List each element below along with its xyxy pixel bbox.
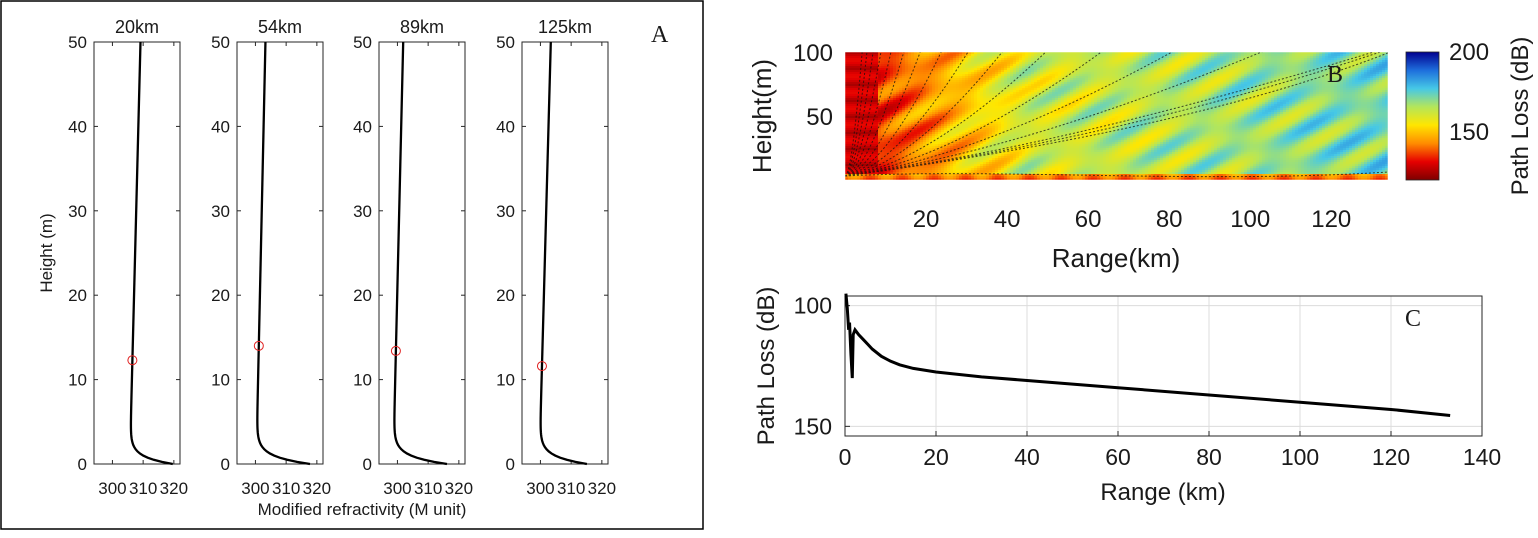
ytick-label: 30 bbox=[496, 202, 515, 221]
ytick-label: 30 bbox=[353, 202, 372, 221]
ytick-label: 0 bbox=[506, 455, 515, 474]
xtick-label: 310 bbox=[272, 479, 300, 498]
subplot-title: 54km bbox=[258, 17, 302, 37]
xtick-label: 310 bbox=[557, 479, 585, 498]
y-axis-label: Height (m) bbox=[37, 213, 56, 292]
heatmap bbox=[845, 52, 1389, 181]
ytick-label: 40 bbox=[211, 117, 230, 136]
xtick-label: 300 bbox=[526, 479, 554, 498]
xtick-label: 320 bbox=[588, 479, 616, 498]
ytick-label: 0 bbox=[363, 455, 372, 474]
ytick-label: 10 bbox=[211, 371, 230, 390]
ytick-label: 20 bbox=[496, 286, 515, 305]
xtick-label: 310 bbox=[129, 479, 157, 498]
ytick-label: 0 bbox=[78, 455, 87, 474]
ytick-label: 30 bbox=[68, 202, 87, 221]
ytick-label: 10 bbox=[353, 371, 372, 390]
ytick-label: 10 bbox=[496, 371, 515, 390]
ytick-label: 50 bbox=[353, 33, 372, 52]
ytick-label: 20 bbox=[68, 286, 87, 305]
xtick-label: 300 bbox=[98, 479, 126, 498]
subplot-title: 20km bbox=[115, 17, 159, 37]
axes-frame-a2 bbox=[237, 42, 323, 464]
ytick-label: 20 bbox=[211, 286, 230, 305]
ytick-label: 40 bbox=[496, 117, 515, 136]
ytick-label: 50 bbox=[211, 33, 230, 52]
ytick-label: 50 bbox=[496, 33, 515, 52]
ytick-label: 30 bbox=[211, 202, 230, 221]
ytick-label: 50 bbox=[68, 33, 87, 52]
ytick-label: 10 bbox=[68, 371, 87, 390]
subplot-title: 89km bbox=[400, 17, 444, 37]
xtick-label: 320 bbox=[160, 479, 188, 498]
ytick-label: 20 bbox=[353, 286, 372, 305]
xtick-label: 300 bbox=[241, 479, 269, 498]
ytick-label: 0 bbox=[221, 455, 230, 474]
axes-frame-a3 bbox=[379, 42, 465, 464]
xtick-label: 300 bbox=[383, 479, 411, 498]
axes-frame-a1 bbox=[94, 42, 180, 464]
xtick-label: 320 bbox=[445, 479, 473, 498]
x-axis-label: Modified refractivity (M unit) bbox=[258, 500, 467, 519]
xtick-label: 310 bbox=[414, 479, 442, 498]
ytick-label: 40 bbox=[68, 117, 87, 136]
axes-frame-a4 bbox=[522, 42, 608, 464]
panel-a-letter: A bbox=[651, 22, 669, 48]
xtick-label: 320 bbox=[303, 479, 331, 498]
subplot-title: 125km bbox=[538, 17, 592, 37]
ytick-label: 40 bbox=[353, 117, 372, 136]
